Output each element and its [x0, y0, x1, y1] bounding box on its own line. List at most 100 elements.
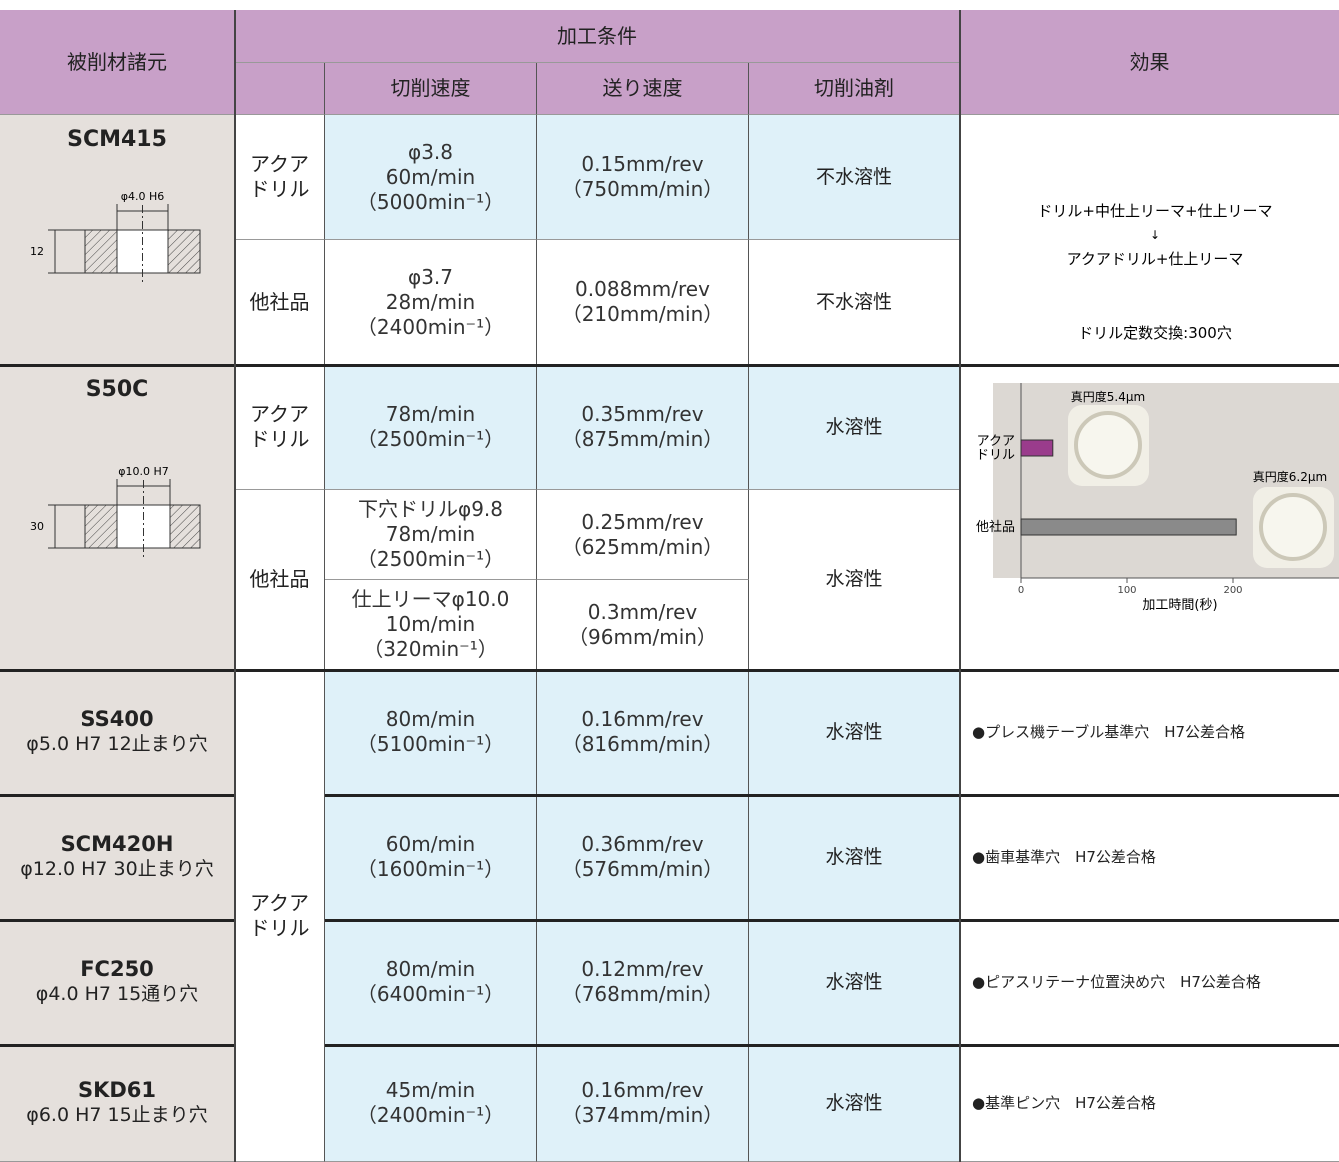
header-cell: 切削速度 — [325, 63, 537, 115]
header-cell: 加工条件 — [235, 10, 960, 63]
speed-cell: 80m/min （6400min⁻¹） — [325, 920, 537, 1045]
coolant-cell: 水溶性 — [749, 1045, 960, 1162]
bar — [1020, 518, 1237, 536]
effect-text: アクアドリル+仕上リーマ — [1067, 250, 1244, 268]
hole — [116, 229, 169, 274]
material-cell-text: S50C — [85, 377, 149, 402]
feed-cell: 0.16mm/rev （374mm/min） — [537, 1045, 749, 1162]
feed-cell-text: 0.12mm/rev — [581, 957, 704, 981]
header-cell-text: 被削材諸元 — [67, 49, 167, 74]
material-cell-text: SCM420H — [60, 832, 174, 856]
coolant-cell-text: 水溶性 — [825, 845, 883, 868]
material-cell-text: SS400 — [80, 707, 154, 731]
feed-cell-text: （816mm/min） — [561, 732, 724, 756]
speed-cell-text: φ3.8 — [408, 139, 453, 164]
speed-cell-text: （2500min⁻¹） — [356, 427, 505, 451]
feed-cell-text: （875mm/min） — [561, 427, 724, 451]
tool-cell-text: 他社品 — [249, 289, 310, 314]
speed-cell-text: （2400min⁻¹） — [356, 314, 505, 339]
hole-label: φ10.0 H7 — [118, 465, 169, 478]
speed-cell-text: 下穴ドリルφ9.8 — [358, 497, 503, 521]
annotation: 真円度6.2μm — [1253, 469, 1327, 484]
tool-cell-text: 他社品 — [249, 567, 310, 591]
tool-cell-text: ドリル — [249, 427, 310, 451]
speed-cell-text: （5100min⁻¹） — [356, 732, 505, 756]
coolant-cell-text: 不水溶性 — [815, 165, 892, 188]
x-tick-label: 200 — [1223, 585, 1242, 596]
effect-text: ドリル+中仕上リーマ+仕上リーマ — [1037, 202, 1272, 220]
feed-cell-text: 0.35mm/rev — [581, 402, 704, 426]
feed-cell-text: （625mm/min） — [561, 534, 724, 559]
rule — [325, 919, 1339, 922]
category-label: ドリル — [976, 448, 1015, 463]
coolant-cell-text: 水溶性 — [825, 568, 883, 590]
rule — [0, 1044, 235, 1047]
feed-cell-text: 0.25mm/rev — [581, 509, 704, 534]
speed-cell: 78m/min （2500min⁻¹） — [325, 365, 537, 490]
feed-cell-text: 0.36mm/rev — [581, 832, 704, 856]
tool-cell-text: ドリル — [249, 915, 310, 940]
speed-cell-text: （5000min⁻¹） — [356, 189, 505, 214]
feed-cell-text: （750mm/min） — [561, 177, 724, 201]
speed-cell-text: 78m/min — [385, 522, 476, 546]
effect-cell — [960, 115, 1339, 365]
effect-cell: ●歯車基準穴 H7公差合格 — [960, 795, 1339, 920]
coolant-cell: 不水溶性 — [749, 115, 960, 240]
speed-cell-text: （1600min⁻¹） — [356, 857, 505, 881]
header-cell: 送り速度 — [537, 63, 749, 115]
feed-cell: 0.12mm/rev （768mm/min） — [537, 920, 749, 1045]
header-cell: 切削油剤 — [749, 63, 960, 115]
tool-cell: アクア ドリル — [235, 365, 325, 490]
x-tick-label: 0 — [1018, 585, 1024, 596]
header-cell: 被削材諸元 — [0, 10, 235, 115]
tool-cell-text: アクア — [250, 402, 309, 426]
speed-cell-text: 80m/min — [385, 957, 476, 981]
speed-cell-text: （2500min⁻¹） — [356, 547, 505, 571]
speed-cell-text: φ3.7 — [408, 264, 453, 289]
depth-label: 30 — [30, 520, 44, 533]
depth-label: 12 — [30, 245, 44, 258]
feed-cell: 0.25mm/rev （625mm/min） — [537, 490, 749, 580]
photo — [1259, 493, 1327, 561]
header-cell-text: 切削油剤 — [814, 76, 894, 100]
material-cell: FC250 φ4.0 H7 15通り穴 — [0, 920, 235, 1045]
speed-cell-text: 60m/min — [385, 164, 476, 189]
feed-cell: 0.36mm/rev （576mm/min） — [537, 795, 749, 920]
speed-cell-text: 80m/min — [385, 707, 476, 731]
speed-cell-text: （2400min⁻¹） — [356, 1103, 505, 1127]
speed-cell: φ3.7 28m/min （2400min⁻¹） — [325, 240, 537, 365]
rule — [0, 919, 235, 922]
feed-cell-text: 0.16mm/rev — [581, 1078, 704, 1102]
rule — [234, 10, 236, 1162]
feed-cell-text: （374mm/min） — [561, 1103, 724, 1127]
material-cell: SCM420H φ12.0 H7 30止まり穴 — [0, 795, 235, 920]
rule — [959, 10, 961, 1162]
feed-cell: 0.3mm/rev （96mm/min） — [537, 580, 749, 670]
tool-cell: 他社品 — [235, 240, 325, 365]
feed-cell: 0.35mm/rev （875mm/min） — [537, 365, 749, 490]
speed-cell: 45m/min （2400min⁻¹） — [325, 1045, 537, 1162]
coolant-cell: 水溶性 — [749, 365, 960, 490]
rule — [325, 1044, 1339, 1047]
material-cell-text: φ5.0 H7 12止まり穴 — [26, 733, 208, 755]
rule — [0, 669, 1339, 672]
material-cell: SS400 φ5.0 H7 12止まり穴 — [0, 670, 235, 795]
hole — [116, 504, 171, 549]
category-label: 他社品 — [976, 519, 1015, 535]
speed-cell-text: 28m/min — [385, 289, 476, 314]
x-label: 加工時間(秒) — [1142, 598, 1217, 613]
coolant-cell: 水溶性 — [749, 670, 960, 795]
header-cell-text: 効果 — [1129, 49, 1170, 74]
coolant-cell-text: 水溶性 — [825, 720, 883, 743]
feed-cell-text: 0.15mm/rev — [581, 152, 704, 176]
effect-text: ドリル定数交換:300穴 — [1078, 324, 1232, 342]
rule — [0, 364, 1339, 367]
effect-cell-text: ●プレス機テーブル基準穴 H7公差合格 — [972, 722, 1246, 741]
hole-label: φ4.0 H6 — [121, 190, 165, 203]
feed-cell: 0.088mm/rev （210mm/min） — [537, 240, 749, 365]
photo — [1074, 411, 1142, 479]
feed-cell: 0.15mm/rev （750mm/min） — [537, 115, 749, 240]
annotation: 真円度5.4μm — [1071, 389, 1145, 404]
feed-cell-text: 0.3mm/rev — [587, 599, 698, 624]
